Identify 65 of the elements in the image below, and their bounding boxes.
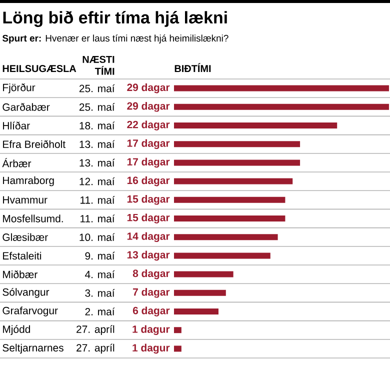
- text: 25. maí: [79, 84, 115, 92]
- bar: [174, 85, 389, 92]
- y-tick-label: Efra Breiðholt: [3, 140, 66, 148]
- bar: [174, 234, 278, 240]
- text: 3. maí: [85, 288, 115, 297]
- data-label: 29 dagar: [127, 102, 170, 112]
- data-label: 15 dagar: [127, 214, 170, 224]
- data-label: 17 dagar: [127, 139, 170, 149]
- data-label: 1 dagur: [132, 325, 170, 336]
- text: HEILSUGÆSLA: [2, 65, 76, 72]
- y-tick-label: Miðbær: [3, 270, 38, 278]
- bar: [174, 308, 218, 315]
- x-axis-title: BIÐTÍMI: [174, 63, 211, 72]
- data-label: 15 dagar: [127, 195, 170, 205]
- text: NÆSTI TÍMI: [82, 56, 114, 75]
- text: 10. maí: [80, 233, 115, 242]
- y-tick-label: Hvammur: [3, 196, 48, 204]
- chart-subtitle: Spurt er: Hvenær er laus tími næst hjá heimilislækni?: [2, 34, 228, 44]
- y-tick-label: Fjörður: [3, 83, 36, 94]
- text: 13. maí: [80, 140, 115, 148]
- data-label: 14 dagar: [127, 232, 170, 242]
- text: 18. maí: [80, 122, 115, 130]
- data-label: 6 dagar: [132, 306, 170, 316]
- text: 13. maí: [80, 158, 115, 167]
- data-label: 13 dagar: [127, 250, 170, 261]
- text: 25. maí: [79, 102, 115, 111]
- text: 27. apríl: [76, 325, 114, 336]
- data-label: 7 dagar: [133, 288, 170, 298]
- y-tick-label: Sólvangur: [2, 288, 50, 298]
- bar: [174, 346, 182, 352]
- bar: [174, 252, 270, 259]
- data-label: 22 dagar: [127, 120, 170, 130]
- bar: [174, 178, 293, 184]
- text: 27. apríl: [76, 344, 114, 354]
- bar: [174, 327, 182, 334]
- text: 11. maí: [80, 214, 115, 222]
- bar: [174, 290, 226, 296]
- data-label: 17 dagar: [127, 158, 170, 168]
- data-label: 16 dagar: [127, 176, 170, 186]
- text: 4. maí: [85, 270, 115, 278]
- text: 12. maí: [80, 177, 115, 186]
- bar: [174, 141, 300, 148]
- y-tick-label: Seltjarnarnes: [2, 344, 64, 354]
- bar: [174, 122, 338, 128]
- y-tick-label: Mosfellsumd.: [3, 214, 63, 222]
- y-tick-label: Árbær: [2, 158, 32, 168]
- bar: [174, 160, 300, 166]
- bar: [174, 104, 389, 110]
- bar: [174, 196, 286, 203]
- y-tick-label: Efstaleiti: [3, 252, 42, 260]
- y-tick-label: Glæsibær: [2, 233, 48, 241]
- data-label: 1 dagur: [132, 344, 170, 354]
- data-label: 8 dagar: [132, 269, 170, 280]
- y-tick-label: Hlíðar: [3, 122, 30, 130]
- bar: [174, 271, 234, 278]
- y-tick-label: Garðabær: [2, 102, 50, 111]
- y-tick-label: Grafarvogur: [2, 306, 58, 316]
- data-label: 29 dagar: [127, 83, 170, 94]
- bar: [174, 216, 286, 222]
- text: 11. maí: [80, 196, 115, 204]
- text: 9. maí: [85, 252, 115, 260]
- y-tick-label: Mjódd: [3, 325, 30, 336]
- y-tick-label: Hamraborg: [3, 176, 54, 186]
- text: 2. maí: [85, 308, 115, 316]
- chart-title: Löng bið eftir tíma hjá lækni: [3, 10, 227, 28]
